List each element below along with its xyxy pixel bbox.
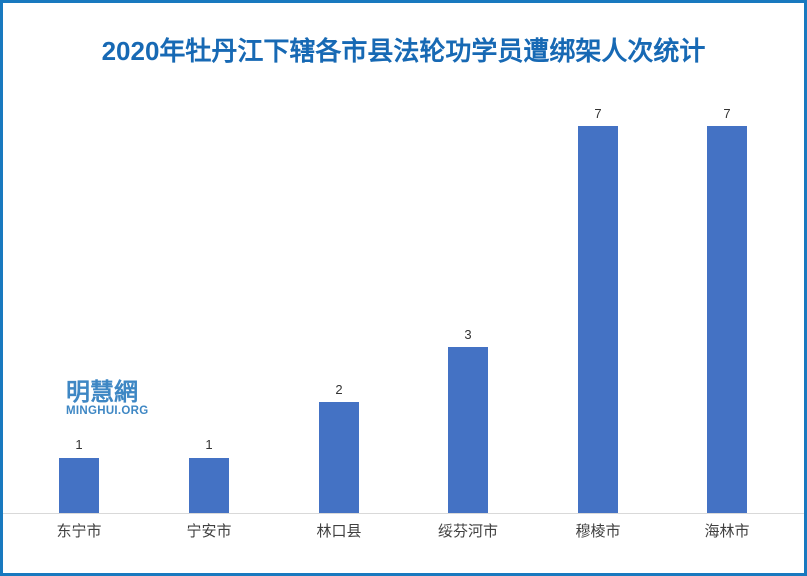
svg-text:明慧網: 明慧網: [66, 379, 138, 406]
svg-text:MINGHUI.ORG: MINGHUI.ORG: [66, 405, 149, 417]
